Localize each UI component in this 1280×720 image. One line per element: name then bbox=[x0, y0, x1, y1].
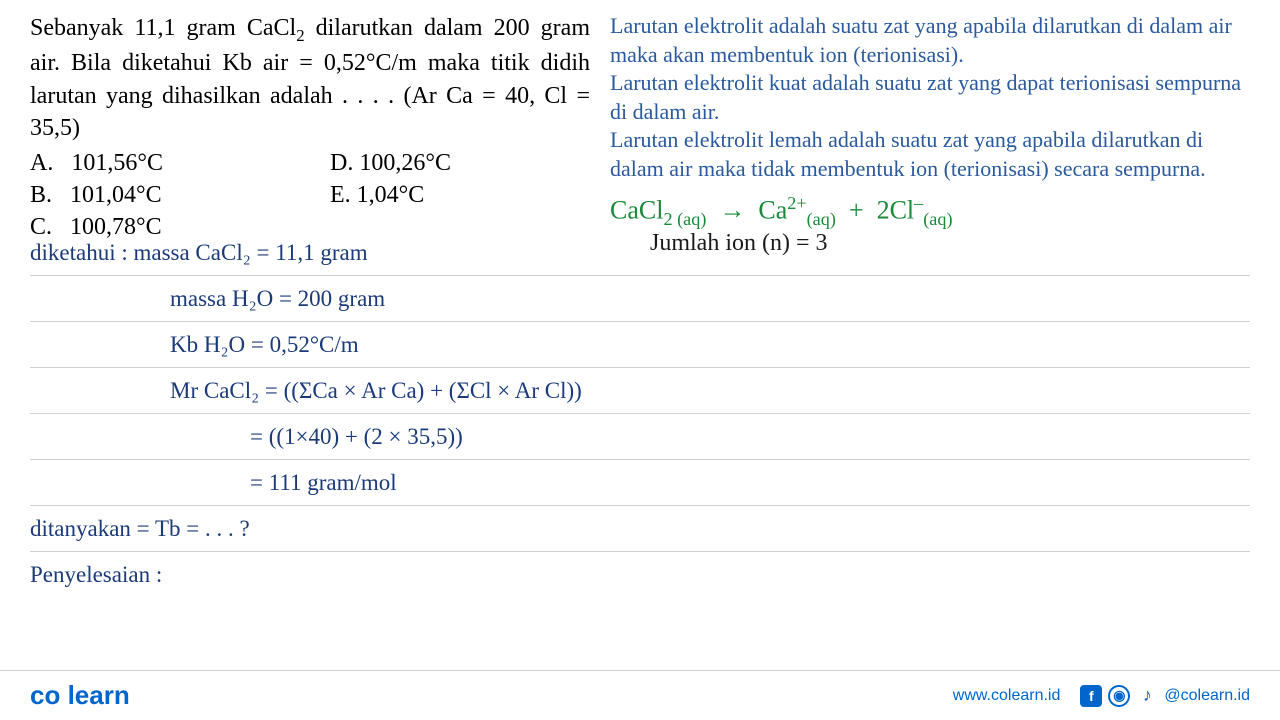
facebook-icon[interactable]: f bbox=[1080, 685, 1102, 707]
instagram-icon[interactable]: ◉ bbox=[1108, 685, 1130, 707]
hw-line-2: massa H₂O = 200 gram bbox=[30, 276, 1250, 322]
handwriting-area: Jumlah ion (n) = 3 diketahui : massa CaC… bbox=[30, 230, 1250, 598]
footer-right: www.colearn.id f ◉ ♪ @colearn.id bbox=[953, 685, 1250, 707]
website-link[interactable]: www.colearn.id bbox=[953, 687, 1061, 705]
main-content: Sebanyak 11,1 gram CaCl2 dilarutkan dala… bbox=[0, 0, 1280, 244]
hw-line-5: = ((1×40) + (2 × 35,5)) bbox=[30, 414, 1250, 460]
explanation-p3: Larutan elektrolit lemah adalah suatu za… bbox=[610, 126, 1250, 183]
hw-line-4: Mr CaCl₂ = ((ΣCa × Ar Ca) + (ΣCl × Ar Cl… bbox=[30, 368, 1250, 414]
choice-a: A. 101,56°C bbox=[30, 147, 330, 179]
social-handle: @colearn.id bbox=[1164, 687, 1250, 705]
hw-line-6: = 111 gram/mol bbox=[30, 460, 1250, 506]
question-text: Sebanyak 11,1 gram CaCl2 dilarutkan dala… bbox=[30, 12, 590, 145]
logo: co learn bbox=[30, 680, 130, 711]
ion-count: Jumlah ion (n) = 3 bbox=[650, 230, 828, 257]
hw-line-3: Kb H₂O = 0,52°C/m bbox=[30, 322, 1250, 368]
hw-line-1: diketahui : massa CaCl₂ = 11,1 gram bbox=[30, 230, 1250, 276]
choice-d: D. 100,26°C bbox=[330, 147, 590, 179]
explanation-p1: Larutan elektrolit adalah suatu zat yang… bbox=[610, 12, 1250, 69]
choice-e: E. 1,04°C bbox=[330, 179, 590, 211]
hw-line-8: Penyelesaian : bbox=[30, 552, 1250, 598]
dissociation-equation: CaCl2 (aq) → Ca2+(aq) + 2Cl–(aq) bbox=[610, 192, 1250, 232]
tiktok-icon[interactable]: ♪ bbox=[1136, 685, 1158, 707]
hw-line-7: ditanyakan = Tb = . . . ? bbox=[30, 506, 1250, 552]
social-icons: f ◉ ♪ @colearn.id bbox=[1080, 685, 1250, 707]
footer: co learn www.colearn.id f ◉ ♪ @colearn.i… bbox=[0, 670, 1280, 720]
choice-b: B. 101,04°C bbox=[30, 179, 330, 211]
explanation-column: Larutan elektrolit adalah suatu zat yang… bbox=[610, 12, 1250, 244]
question-column: Sebanyak 11,1 gram CaCl2 dilarutkan dala… bbox=[30, 12, 590, 244]
explanation-p2: Larutan elektrolit kuat adalah suatu zat… bbox=[610, 69, 1250, 126]
